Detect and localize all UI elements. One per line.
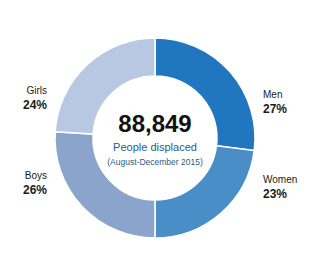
data-label: 27%	[263, 102, 287, 116]
slice-name: Girls	[26, 85, 47, 96]
center-text: 88,849 People displaced (August-December 2…	[107, 110, 203, 167]
slices	[55, 38, 255, 238]
annotation: (August-December 2015)	[107, 157, 203, 167]
slice-name: Boys	[25, 170, 47, 181]
chart-root: Men 27% Women 23% Boys 26% Girls 24% 88,849 Peopl…	[0, 0, 310, 276]
slice-name: Women	[263, 174, 297, 185]
donut: Men 27% Women 23% Boys 26% Girls 24% 88,849 Peopl…	[23, 38, 297, 238]
subtitle: People displaced	[113, 141, 197, 153]
data-label: 23%	[263, 187, 287, 201]
slice-name: Men	[263, 89, 282, 100]
title: 88,849	[118, 110, 191, 137]
data-label: 26%	[23, 183, 47, 197]
data-label: 24%	[23, 98, 47, 112]
slice-labels: Men 27% Women 23% Boys 26% Girls 24%	[23, 85, 297, 201]
